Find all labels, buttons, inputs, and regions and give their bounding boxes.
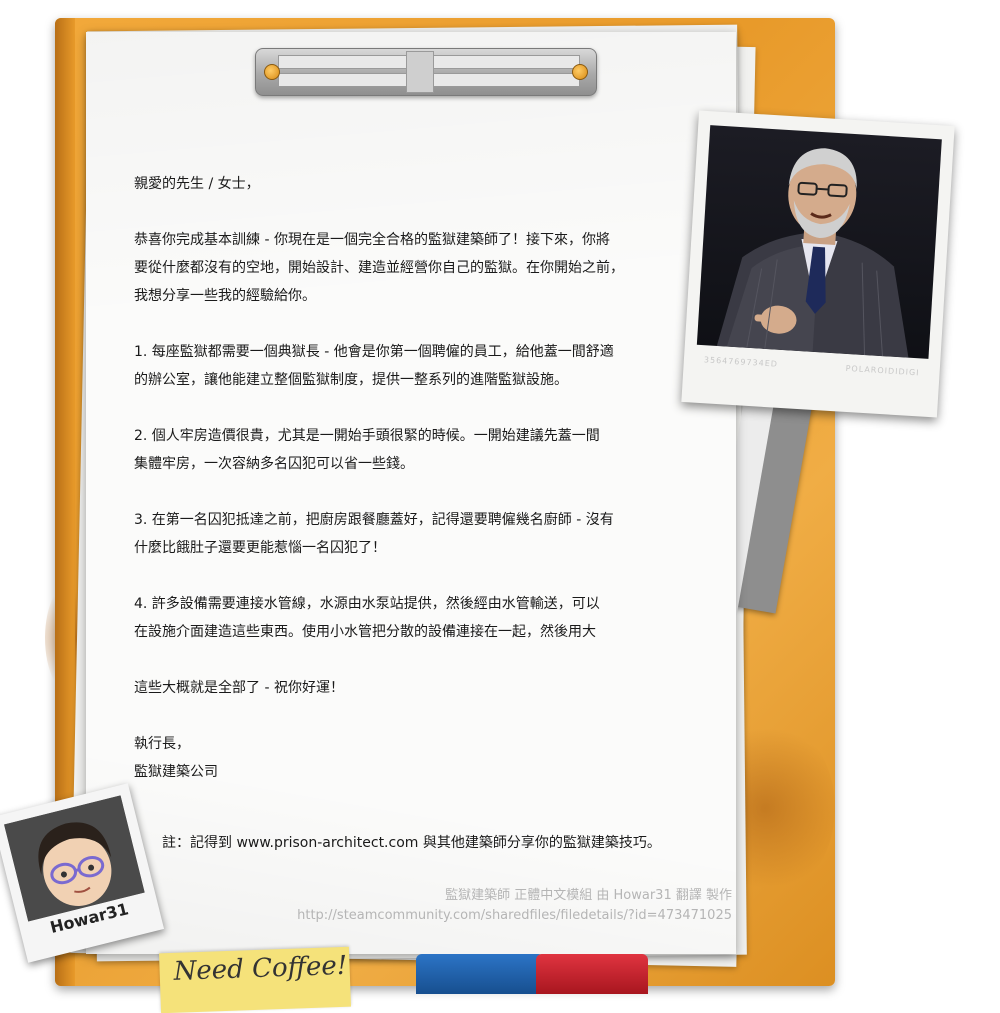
warden-icon (716, 148, 909, 358)
tip-1-line: 1. 每座監獄都需要一個典獄長 - 他會是你第一個聘僱的員工，給他蓋一間舒適 (134, 344, 614, 360)
tip-1-line: 的辦公室，讓他能建立整個監獄制度，提供一整系列的進階監獄設施。 (134, 372, 568, 388)
tip-2-line: 集體牢房，一次容納多名囚犯可以省一些錢。 (134, 456, 414, 472)
tip-4-line: 在設施介面建造這些東西。使用小水管把分散的設備連接在一起，然後用大 (134, 624, 596, 640)
tip-4-line: 4. 許多設備需要連接水管線，水源由水泵站提供，然後經由水管輸送，可以 (134, 596, 600, 612)
tab-blue[interactable] (416, 954, 544, 994)
intro-line: 要從什麼都沒有的空地，開始設計、建造並經營你自己的監獄。在你開始之前， (134, 260, 624, 276)
tip-3-line: 什麼比餓肚子還要更能惹惱一名囚犯了！ (134, 540, 386, 556)
letter-paper (86, 32, 736, 954)
credits-link[interactable]: http://steamcommunity.com/sharedfiles/fi… (297, 908, 732, 923)
photo-number: 3564769734ED (703, 355, 779, 369)
footnote: 註：記得到 www.prison-architect.com 與其他建築師分享你… (162, 835, 661, 851)
intro-line: 我想分享一些我的經驗給你。 (134, 288, 316, 304)
signature-company: 監獄建築公司 (134, 764, 218, 780)
folder-spine (55, 18, 75, 986)
warden-portrait (696, 125, 942, 359)
credits: 監獄建築師 正體中文模組 由 Howar31 翻譯 製作 http://stea… (297, 886, 732, 926)
warden-photo: 3564769734ED POLAROIDIDIGI (681, 110, 955, 418)
translator-avatar-card: Howar31 (0, 783, 165, 963)
intro-line: 恭喜你完成基本訓練 - 你現在是一個完全合格的監獄建築師了！接下來，你將 (134, 232, 610, 248)
greeting: 親愛的先生 / 女士， (134, 176, 260, 192)
tip-3-line: 3. 在第一名囚犯抵達之前，把廚房跟餐廳蓋好，記得還要聘僱幾名廚師 - 沒有 (134, 512, 614, 528)
paper-clip (255, 48, 597, 96)
tip-2-line: 2. 個人牢房造價很貴，尤其是一開始手頭很緊的時候。一開始建議先蓋一間 (134, 428, 600, 444)
avatar-face-icon (4, 795, 145, 922)
photo-stamp: POLAROIDIDIGI (845, 363, 920, 378)
sticky-note: Need Coffee! (159, 946, 351, 1013)
letter-body: 親愛的先生 / 女士， 恭喜你完成基本訓練 - 你現在是一個完全合格的監獄建築師… (134, 170, 694, 786)
sticky-note-text: Need Coffee! (173, 950, 348, 987)
closing-line: 這些大概就是全部了 - 祝你好運！ (134, 680, 344, 696)
avatar (4, 795, 145, 922)
signature-title: 執行長， (134, 736, 190, 752)
credits-title: 監獄建築師 正體中文模組 由 Howar31 翻譯 製作 (445, 888, 732, 903)
tab-red[interactable] (536, 954, 648, 994)
